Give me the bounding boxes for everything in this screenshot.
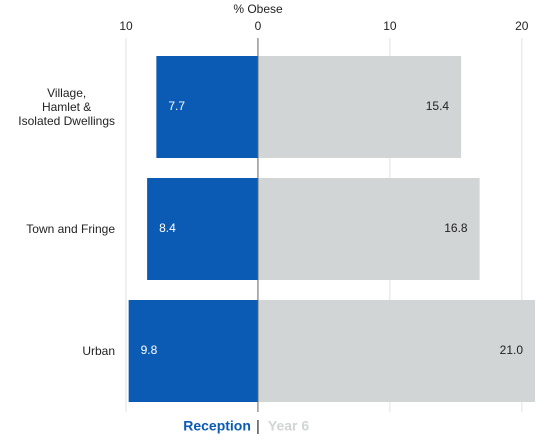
- value-label: 21.0: [500, 343, 524, 357]
- bar: [128, 300, 258, 402]
- legend-label: Year 6: [268, 418, 309, 434]
- category-label: Village, Hamlet & Isolated Dwellings: [18, 86, 115, 128]
- bar: [257, 178, 480, 280]
- value-label: 8.4: [159, 221, 176, 235]
- x-tick-label: 20: [515, 19, 529, 33]
- category-label: Urban: [82, 344, 115, 358]
- legend: Reception Year 6: [183, 418, 309, 434]
- value-label: 16.8: [444, 221, 468, 235]
- bar: [156, 56, 258, 158]
- bar: [257, 300, 535, 402]
- x-tick-label: 10: [119, 19, 133, 33]
- bars: 7.7 15.4 8.4 16.8 9.8 21.0: [128, 56, 535, 402]
- category-label: Town and Fringe: [26, 222, 115, 236]
- x-tick-label: 10: [383, 19, 397, 33]
- axis-title: % Obese: [233, 2, 283, 16]
- bar: [257, 56, 462, 158]
- value-label: 7.7: [168, 99, 185, 113]
- x-tick-label: 0: [255, 19, 262, 33]
- value-label: 9.8: [141, 343, 158, 357]
- value-label: 15.4: [426, 99, 450, 113]
- bar: [147, 178, 258, 280]
- legend-label: Reception: [183, 418, 251, 434]
